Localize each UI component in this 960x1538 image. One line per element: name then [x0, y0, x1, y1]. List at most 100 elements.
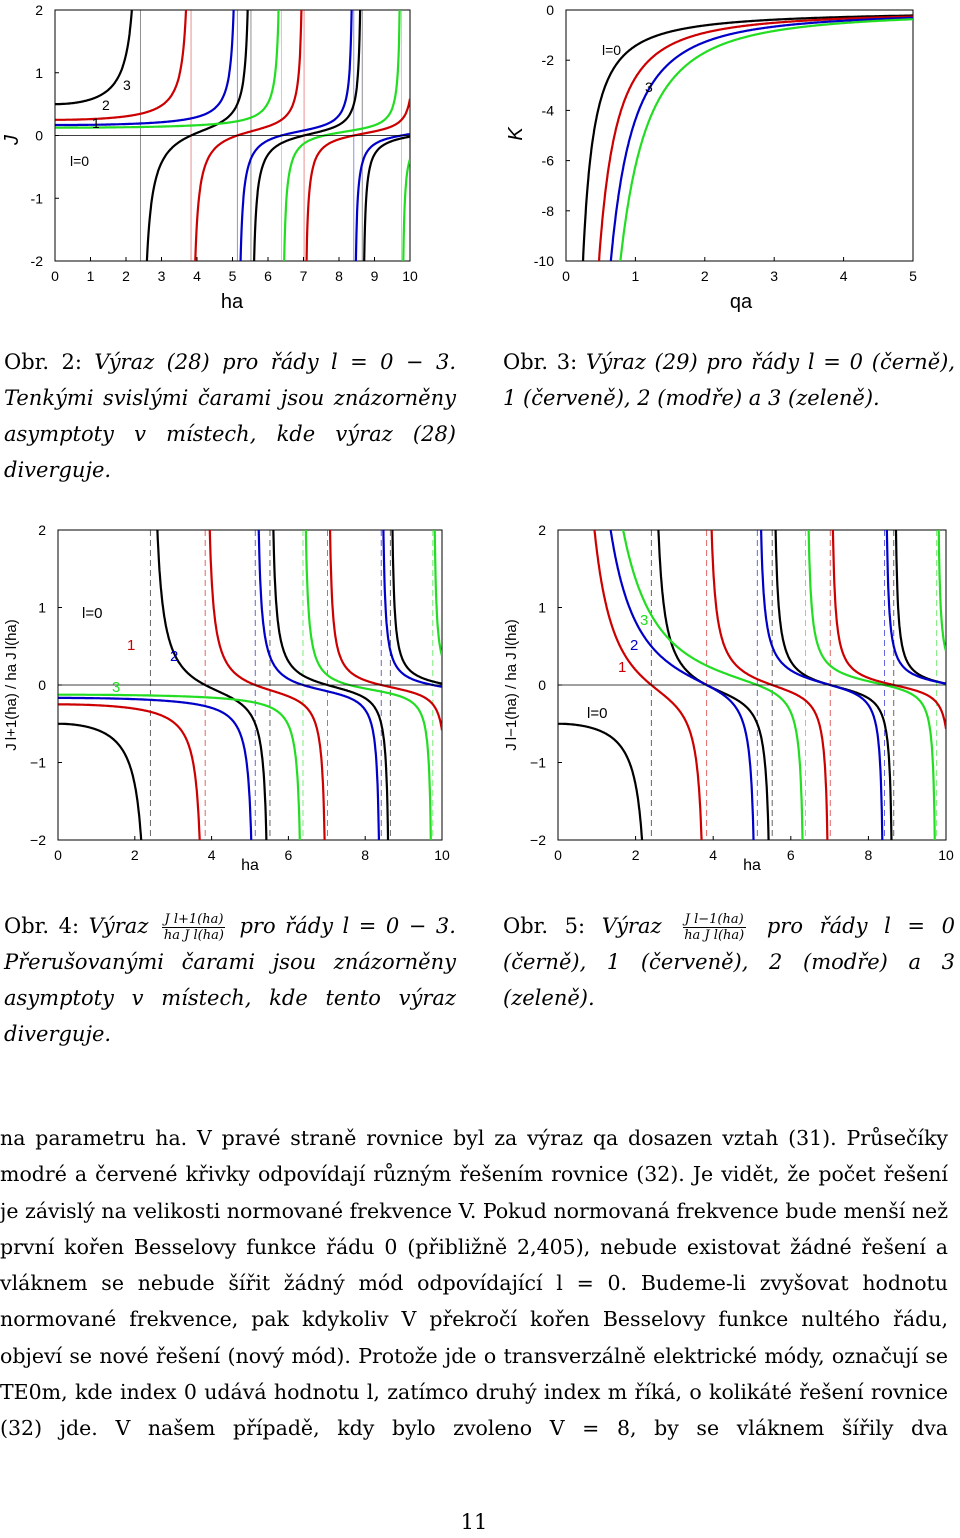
x-tick-label: 8 — [361, 847, 369, 863]
fraction-numerator: J l+1(ha) — [162, 912, 226, 928]
curve-label-l3: 3 — [645, 79, 653, 95]
x-tick-label: 8 — [865, 847, 873, 863]
x-tick-label: 2 — [131, 847, 139, 863]
body-paragraph: na parametru ha. V pravé straně rovnice … — [0, 1126, 948, 1441]
x-tick-label: 3 — [158, 268, 166, 284]
curve-label-l0: l=0 — [602, 42, 621, 58]
series-line-l3 — [622, 530, 946, 840]
x-tick-label: 0 — [51, 268, 59, 284]
x-tick-label: 2 — [632, 847, 640, 863]
caption-fraction: J l+1(ha) ha J l(ha) — [162, 912, 226, 943]
plot-curves — [581, 14, 913, 261]
series-line-l2 — [609, 530, 946, 840]
series-line-l3 — [55, 10, 410, 261]
x-tick-label: 4 — [709, 847, 717, 863]
fraction-denominator: ha J l(ha) — [163, 928, 224, 943]
plot-frame — [565, 9, 914, 262]
x-tick-label: 10 — [938, 847, 954, 863]
x-tick-label: 10 — [434, 847, 450, 863]
y-tick-label: −1 — [530, 755, 546, 771]
page-number: 11 — [460, 1510, 488, 1534]
curve-label-l3: 3 — [123, 77, 131, 93]
y-tick-label: −2 — [530, 832, 546, 848]
curve-label-l1: 1 — [92, 115, 100, 131]
x-tick-label: 0 — [54, 847, 62, 863]
figure-4-plot: 0 2 4 6 8 10 −2 −1 0 1 2 J l+1(ha) / ha J l(ha) ha… — [3, 522, 450, 874]
caption-text: Výraz (28) pro řády l = 0 − 3. Tenkými s… — [4, 350, 456, 482]
caption-text: pro řády l = 0 (černě), 1 (červeně), 2 (… — [503, 914, 955, 1010]
y-tick-label: 0 — [38, 677, 46, 693]
series-line-l1 — [593, 530, 946, 840]
x-axis-label: ha — [221, 291, 244, 313]
x-tick-label: 2 — [701, 268, 709, 284]
caption-lead: Obr. 2: — [4, 350, 82, 374]
x-tick-label: 7 — [300, 268, 308, 284]
caption-text: pro řády l = 0 − 3. Přerušovanými čarami… — [4, 914, 456, 1046]
figure-3-caption: Obr. 3: Výraz (29) pro řády l = 0 (černě… — [503, 344, 955, 416]
series-line-l1 — [597, 15, 913, 261]
x-tick-label: 0 — [562, 268, 570, 284]
caption-lead: Obr. 4: — [4, 914, 80, 938]
figure-5-caption: Obr. 5: Výraz J l−1(ha) ha J l(ha) pro ř… — [503, 908, 955, 1016]
x-tick-label: 5 — [909, 268, 917, 284]
series-line-l0 — [58, 530, 442, 840]
x-axis-label: qa — [730, 291, 753, 313]
x-tick-label: 4 — [208, 847, 216, 863]
y-tick-label: 2 — [38, 522, 46, 538]
series-line-l2 — [609, 16, 913, 261]
x-tick-label: 10 — [402, 268, 418, 284]
caption-word: Výraz — [88, 914, 149, 938]
caption-lead: Obr. 5: — [503, 914, 586, 938]
y-tick-label: -4 — [542, 102, 555, 118]
plot-curves — [558, 530, 946, 840]
y-tick-label: 2 — [538, 522, 546, 538]
y-axis-label: J l+1(ha) / ha J l(ha) — [3, 619, 20, 750]
x-tick-label: 3 — [770, 268, 778, 284]
x-tick-label: 0 — [554, 847, 562, 863]
figure-4-caption: Obr. 4: Výraz J l+1(ha) ha J l(ha) pro ř… — [4, 908, 456, 1052]
caption-word: Výraz — [601, 914, 662, 938]
x-tick-label: 8 — [335, 268, 343, 284]
y-tick-label: 2 — [35, 2, 43, 18]
x-tick-label: 5 — [229, 268, 237, 284]
x-axis-label: ha — [743, 857, 761, 874]
curve-label-l3: 3 — [112, 679, 120, 696]
x-tick-label: 1 — [87, 268, 95, 284]
plot-curves — [58, 530, 442, 840]
axis-ticks: 0 1 2 3 4 5 -10 -8 -6 -4 -2 0 — [534, 2, 917, 284]
x-tick-label: 9 — [371, 268, 379, 284]
figure-2-caption: Obr. 2: Výraz (28) pro řády l = 0 − 3. T… — [4, 344, 456, 488]
x-tick-label: 6 — [264, 268, 272, 284]
caption-lead: Obr. 3: — [503, 350, 578, 374]
x-tick-label: 6 — [787, 847, 795, 863]
curve-label-l2: 2 — [102, 97, 110, 113]
series-line-l3 — [58, 530, 442, 840]
y-tick-label: 1 — [538, 600, 546, 616]
series-line-l0 — [55, 10, 410, 261]
x-tick-label: 4 — [840, 268, 848, 284]
curve-label-l2: 2 — [170, 648, 178, 665]
curve-label-l1: 1 — [618, 659, 626, 676]
y-tick-label: 1 — [38, 600, 46, 616]
y-axis-label: K — [505, 126, 527, 141]
y-axis-label: J l−1(ha) / ha J l(ha) — [503, 619, 520, 750]
y-tick-label: -2 — [542, 52, 555, 68]
caption-fraction: J l−1(ha) ha J l(ha) — [682, 912, 746, 943]
y-tick-label: −1 — [30, 755, 46, 771]
figure-3-plot: 0 1 2 3 4 5 -10 -8 -6 -4 -2 0 K qa l=0 3 — [505, 2, 917, 313]
y-axis-label: J — [1, 134, 23, 146]
fraction-numerator: J l−1(ha) — [682, 912, 746, 928]
y-tick-label: -10 — [534, 253, 554, 269]
caption-text: Výraz (29) pro řády l = 0 (černě), 1 (če… — [503, 350, 955, 410]
curve-label-l2: 2 — [630, 637, 638, 654]
curve-label-l1: 1 — [127, 637, 135, 654]
y-tick-label: 0 — [538, 677, 546, 693]
curve-label-l0: l=0 — [587, 705, 607, 722]
series-line-l0 — [581, 14, 913, 261]
x-tick-label: 4 — [193, 268, 201, 284]
curve-label-l0: l=0 — [70, 153, 89, 169]
